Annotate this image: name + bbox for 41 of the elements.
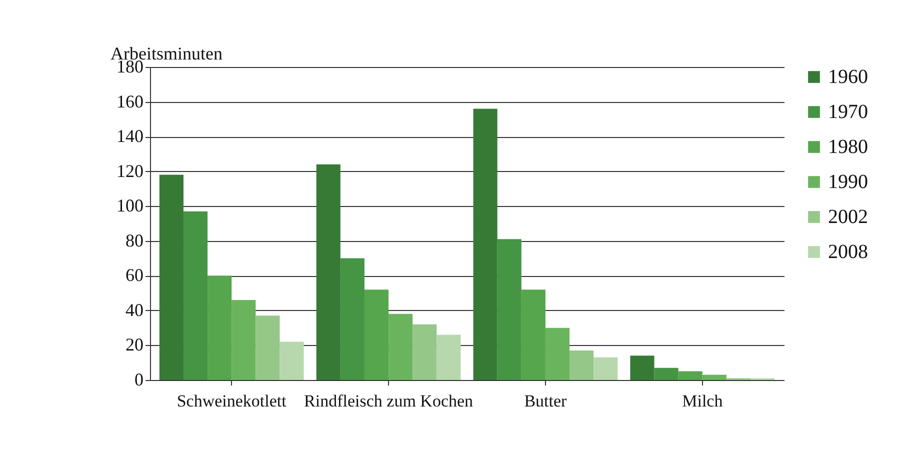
bar	[183, 211, 208, 380]
bar	[473, 108, 498, 380]
y-tick-label: 120	[116, 160, 144, 181]
bar	[521, 290, 546, 380]
legend-label: 1990	[828, 171, 868, 193]
y-tick-label: 0	[134, 370, 144, 390]
legend-label: 1980	[828, 136, 868, 158]
bar	[280, 342, 304, 380]
bar	[570, 350, 594, 380]
x-tick-label: Milch	[682, 392, 724, 410]
bar	[412, 324, 437, 380]
x-tick-label: Butter	[524, 392, 568, 410]
y-tick-label: 60	[126, 265, 144, 286]
bar	[678, 371, 702, 380]
bar	[388, 314, 413, 380]
bar	[436, 334, 461, 380]
bar	[340, 258, 364, 380]
bar	[630, 356, 654, 380]
y-tick-label: 140	[116, 126, 144, 146]
legend-label: 2008	[828, 241, 868, 263]
bar	[654, 368, 678, 380]
x-tick-label: Schweinekotlett	[176, 392, 287, 410]
y-tick-label: 20	[126, 334, 144, 355]
y-tick-label: 80	[126, 230, 144, 250]
bar	[208, 276, 232, 380]
y-tick-label: 160	[116, 91, 144, 112]
bar	[159, 174, 184, 380]
bar	[702, 374, 726, 380]
bar	[364, 290, 389, 380]
legend-label: 1960	[828, 66, 868, 88]
bar	[232, 300, 256, 380]
bar	[545, 328, 570, 380]
legend-label: 2002	[828, 206, 868, 228]
legend-label: 1970	[828, 101, 868, 123]
bar	[316, 164, 340, 380]
bar	[256, 316, 280, 380]
y-tick-label: 40	[126, 300, 144, 320]
x-tick-label: Rindfleisch zum Kochen	[304, 392, 474, 410]
bar	[497, 239, 522, 380]
bar	[594, 357, 618, 380]
y-tick-label: 100	[116, 196, 144, 216]
